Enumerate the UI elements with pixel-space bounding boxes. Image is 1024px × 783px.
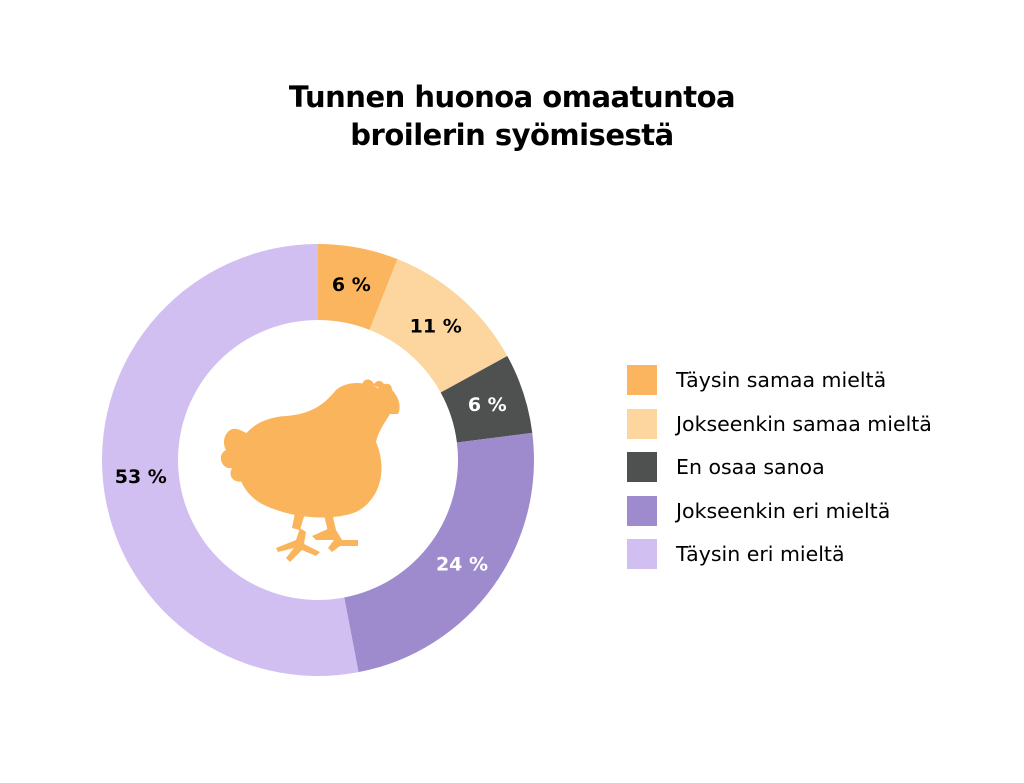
legend-item-jokseenkin-eri-mielta: Jokseenkin eri mieltä [627,495,932,527]
slice-taysin-eri-mielta [102,244,359,676]
legend-label: En osaa sanoa [676,455,825,479]
legend-label: Täysin samaa mieltä [676,368,887,392]
slice-jokseenkin-samaa-mielta [369,259,508,393]
legend-item-taysin-samaa-mielta: Täysin samaa mieltä [627,364,932,396]
chart-title-line-2: broilerin syömisestä [350,118,674,152]
legend-swatch [627,408,657,439]
slice-taysin-samaa-mielta [318,244,398,330]
slice-en-osaa-sanoa [440,355,533,443]
legend-item-en-osaa-sanoa: En osaa sanoa [627,451,932,483]
chart-title-line-1: Tunnen huonoa omaatuntoa [288,80,736,114]
legend-label: Jokseenkin samaa mieltä [676,411,932,436]
chart-title: Tunnen huonoa omaatuntoa broilerin syömi… [0,78,1024,154]
legend-item-jokseenkin-samaa-mielta: Jokseenkin samaa mieltä [627,408,932,440]
slice-label-taysin-samaa-mielta: 6 % [332,274,371,296]
legend-swatch [627,495,657,526]
legend-item-taysin-eri-mielta: Täysin eri mieltä [627,538,932,570]
legend-label: Jokseenkin eri mieltä [676,498,891,523]
legend: Täysin samaa mieltä Jokseenkin samaa miel… [627,364,932,582]
slice-label-taysin-eri-mielta: 53 % [115,466,167,488]
slice-label-en-osaa-sanoa: 6 % [468,394,507,416]
donut-slices [102,244,534,676]
slice-jokseenkin-eri-mielta [344,432,534,673]
legend-label: Täysin eri mieltä [676,542,845,566]
legend-swatch [627,539,657,569]
slice-label-jokseenkin-eri-mielta: 24 % [436,554,488,576]
slice-label-jokseenkin-samaa-mielta: 11 % [410,315,462,337]
legend-swatch [627,365,657,395]
chicken-icon [220,379,400,562]
slice-labels: 6 % 11 % 6 % 24 % 53 % [115,274,507,575]
legend-swatch [627,452,657,482]
